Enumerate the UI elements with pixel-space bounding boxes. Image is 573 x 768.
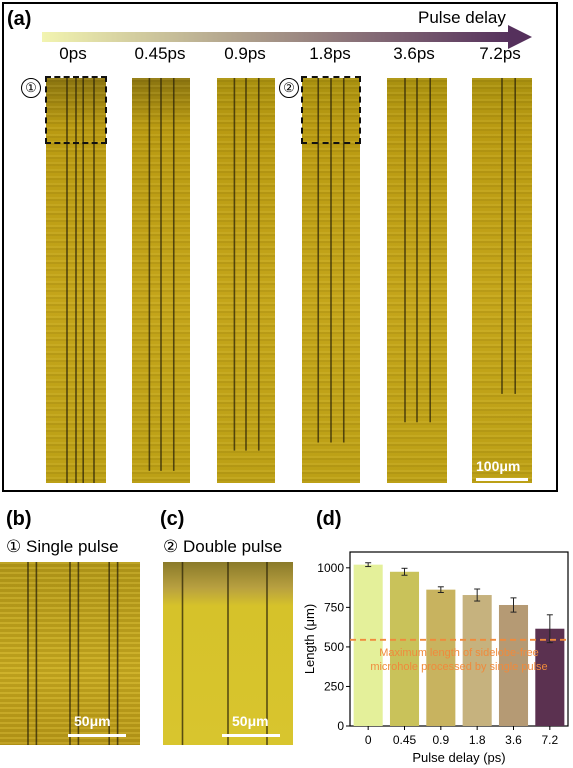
x-tick-label: 0.45 — [393, 733, 417, 747]
bar-0.9 — [426, 589, 456, 726]
microhole-strip-7.2ps — [472, 78, 532, 483]
panel-b-title-text: Single pulse — [25, 537, 119, 556]
panel-b-title: ① Single pulse — [6, 537, 119, 557]
panel-a-label: (a) — [7, 8, 32, 30]
x-tick-label: 0 — [365, 733, 372, 747]
bar-0.45 — [389, 571, 420, 726]
panel-c-title-text: Double pulse — [182, 537, 283, 556]
microhole-strip-0.45ps — [132, 78, 190, 483]
y-axis-label: Length (μm) — [302, 604, 317, 674]
scale-bar-c — [222, 734, 280, 737]
panel-c-title: ② Double pulse — [163, 537, 282, 557]
length-bar-chart: 0 250 500 750 1000 0 0.45 0.9 1.8 3.6 7.2 Maximum l… — [302, 551, 569, 765]
double-pulse-closeup — [163, 562, 293, 745]
x-tick-label: 0.9 — [432, 733, 449, 747]
scale-bar-b-label: 50μm — [74, 713, 111, 729]
x-tick-label: 1.8 — [469, 733, 486, 747]
bar-7.2 — [535, 628, 565, 726]
delay-label-3: 1.8ps — [309, 44, 351, 63]
bar-3.6 — [498, 604, 529, 726]
delay-label-4: 3.6ps — [393, 44, 435, 63]
scale-bar-b — [68, 734, 126, 737]
pulse-delay-arrow — [42, 25, 532, 49]
panel-a-frame — [2, 2, 558, 492]
panel-d-label: (d) — [316, 508, 342, 530]
delay-label-5: 7.2ps — [479, 44, 521, 63]
pulse-delay-label: Pulse delay — [418, 8, 506, 27]
y-tick-label: 750 — [324, 600, 344, 614]
marker-2: ② — [279, 78, 299, 98]
reference-line-label-1: Maximum length of sidelobe-free — [379, 647, 539, 659]
x-axis-label: Pulse delay (ps) — [412, 750, 505, 765]
panel-b-marker: ① — [6, 537, 22, 556]
bar-0 — [353, 564, 383, 726]
scale-bar-a-label: 100μm — [476, 458, 521, 474]
microhole-strip-3.6ps — [387, 78, 447, 483]
y-tick-label: 250 — [324, 679, 344, 693]
panel-b-label: (b) — [6, 508, 32, 530]
scale-bar-c-label: 50μm — [232, 713, 269, 729]
x-tick-label: 7.2 — [541, 733, 558, 747]
zoom-region-1 — [45, 76, 107, 144]
y-tick-label: 1000 — [317, 561, 344, 575]
y-tick-label: 0 — [337, 719, 344, 733]
single-pulse-closeup — [0, 562, 140, 745]
bar-1.8 — [462, 595, 492, 726]
y-tick-label: 500 — [324, 640, 344, 654]
marker-1: ① — [21, 78, 41, 98]
reference-line-label-2: microhole processed by single pulse — [370, 661, 547, 673]
delay-label-2: 0.9ps — [224, 44, 266, 63]
panel-c-marker: ② — [163, 537, 179, 556]
microhole-strip-1.8ps — [302, 78, 360, 483]
panel-c-label: (c) — [160, 508, 185, 530]
scale-bar-a — [476, 478, 528, 481]
zoom-region-2 — [301, 76, 361, 144]
microhole-strip-0ps — [46, 78, 106, 483]
x-tick-label: 3.6 — [505, 733, 522, 747]
delay-label-1: 0.45ps — [134, 44, 186, 63]
delay-label-0: 0ps — [59, 44, 87, 63]
microhole-strip-0.9ps — [217, 78, 275, 483]
